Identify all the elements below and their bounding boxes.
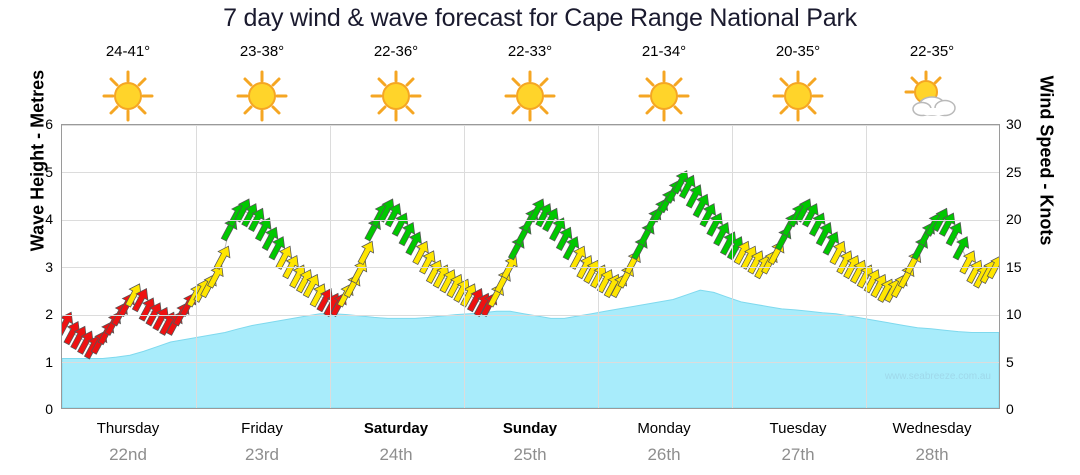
- x-label-day-1: Friday: [241, 420, 283, 437]
- wind-arrow: [802, 203, 819, 228]
- weather-icon-partly-cloudy-day-6: [902, 70, 962, 122]
- gridline-1: [62, 362, 999, 363]
- weather-icon-sunny-day-2: [366, 70, 426, 122]
- wave-height-area: [62, 289, 999, 408]
- y-right-tick-20: 20: [1006, 211, 1022, 227]
- wind-arrow: [261, 226, 279, 251]
- y-left-tick-2: 2: [45, 306, 53, 322]
- gridline-4: [62, 220, 999, 221]
- watermark: www.seabreeze.com.au: [884, 371, 991, 382]
- gridline-2: [62, 315, 999, 316]
- wind-arrow: [405, 231, 422, 256]
- wind-arrow: [302, 273, 320, 299]
- x-date-day-5: 27th: [781, 445, 815, 464]
- temperature-day-1: 23-38°: [239, 43, 285, 60]
- wind-arrow: [268, 236, 286, 261]
- temperature-day-3: 22-33°: [507, 43, 553, 60]
- chart-canvas: [62, 170, 999, 408]
- wind-arrow: [398, 222, 416, 247]
- x-label-day-4: Monday: [637, 420, 691, 437]
- wind-arrow: [822, 231, 840, 256]
- x-date-day-1: 23rd: [244, 445, 280, 464]
- y-left-tick-0: 0: [45, 401, 53, 417]
- gridline-5: [62, 172, 999, 173]
- wind-arrow: [207, 264, 224, 289]
- weather-icon-sunny-day-5: [768, 70, 828, 122]
- wind-arrow: [549, 217, 566, 242]
- wind-arrow: [678, 174, 696, 200]
- day-separator-2: [330, 125, 331, 408]
- chart-plot-area: www.seabreeze.com.au: [61, 124, 1000, 409]
- wind-arrow: [248, 207, 265, 233]
- y-left-tick-6: 6: [45, 116, 53, 132]
- wind-arrow: [938, 212, 956, 237]
- y-left-tick-1: 1: [45, 354, 53, 370]
- y-right-tick-5: 5: [1006, 354, 1014, 370]
- wind-arrow: [275, 245, 292, 270]
- wind-arrow: [945, 222, 963, 247]
- wind-arrow: [357, 240, 375, 266]
- x-date-day-2: 24th: [379, 445, 413, 464]
- wind-arrow: [706, 212, 723, 237]
- wind-arrow: [350, 259, 368, 284]
- day-separator-6: [866, 125, 867, 408]
- wind-arrow: [808, 212, 826, 237]
- day-separator-1: [196, 125, 197, 408]
- wind-arrow: [713, 222, 730, 247]
- day-separator-4: [598, 125, 599, 408]
- wind-arrow: [391, 212, 409, 237]
- wind-arrow: [384, 203, 402, 228]
- y-left-tick-3: 3: [45, 259, 53, 275]
- wind-arrow: [569, 245, 587, 270]
- x-date-day-3: 25th: [513, 445, 547, 464]
- wind-arrow: [419, 250, 436, 275]
- y-axis-right-title: Wind Speed - Knots: [1036, 75, 1057, 246]
- y-right-tick-25: 25: [1006, 164, 1022, 180]
- temperature-day-6: 22-35°: [909, 43, 955, 60]
- temperature-day-5: 20-35°: [775, 43, 821, 60]
- wind-arrow: [542, 207, 559, 233]
- page-title: 7 day wind & wave forecast for Cape Rang…: [223, 4, 857, 32]
- y-right-tick-0: 0: [1006, 401, 1014, 417]
- wind-arrow: [692, 193, 710, 218]
- day-separator-5: [732, 125, 733, 408]
- gridline-6: [62, 125, 999, 126]
- y-axis-left-title: Wave Height - Metres: [27, 69, 48, 252]
- y-left-tick-4: 4: [45, 211, 53, 227]
- wind-arrow: [959, 250, 976, 275]
- wind-arrow: [555, 226, 573, 251]
- x-label-day-3: Sunday: [502, 420, 558, 437]
- wind-arrow: [699, 203, 716, 228]
- wind-arrow: [62, 311, 74, 336]
- weather-icon-sunny-day-4: [634, 70, 694, 122]
- wind-arrow: [131, 288, 149, 313]
- wind-arrow: [254, 217, 272, 242]
- x-date-day-4: 26th: [647, 445, 681, 464]
- wind-arrow: [412, 240, 429, 266]
- wind-arrow: [685, 184, 703, 209]
- wind-arrow: [952, 236, 970, 261]
- y-right-tick-10: 10: [1006, 306, 1022, 322]
- weather-icon-sunny-day-0: [98, 70, 158, 122]
- gridline-3: [62, 267, 999, 268]
- day-separator-3: [464, 125, 465, 408]
- temperature-day-0: 24-41°: [105, 43, 151, 60]
- wind-arrow: [562, 236, 580, 261]
- weather-icon-sunny-day-3: [500, 70, 560, 122]
- x-label-day-6: Wednesday: [892, 420, 972, 437]
- y-left-tick-5: 5: [45, 164, 53, 180]
- y-right-tick-15: 15: [1006, 259, 1022, 275]
- x-label-day-2: Saturday: [363, 420, 429, 437]
- wind-arrow: [213, 245, 231, 270]
- x-label-day-0: Thursday: [96, 420, 160, 437]
- x-date-day-0: 22nd: [109, 445, 147, 464]
- x-label-day-5: Tuesday: [769, 420, 827, 437]
- wind-arrow: [815, 222, 833, 247]
- y-right-tick-30: 30: [1006, 116, 1022, 132]
- temperature-day-4: 21-34°: [641, 43, 687, 60]
- wind-arrow: [829, 240, 846, 266]
- temperature-day-2: 22-36°: [373, 43, 419, 60]
- weather-icon-sunny-day-1: [232, 70, 292, 122]
- x-date-day-6: 28th: [915, 445, 949, 464]
